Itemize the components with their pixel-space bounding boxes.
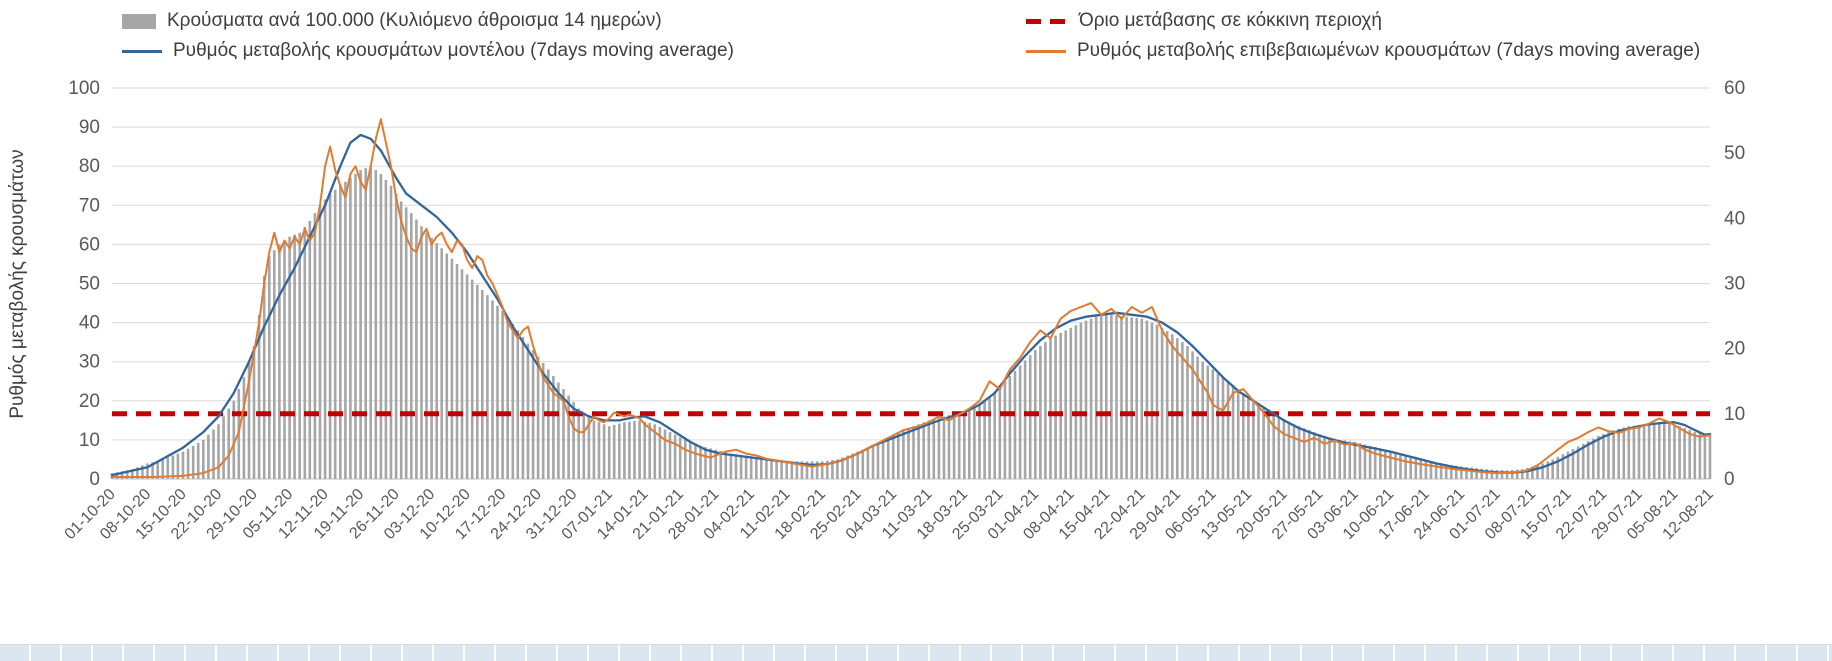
confirmed-line-swatch-icon <box>1026 49 1066 53</box>
chart-plot: 0 10 20 30 40 50 60 70 80 90 100 0 10 20 30 40 50 60 01-10… <box>62 78 1746 543</box>
right-axis-labels: 0 10 20 30 40 50 60 <box>1724 78 1745 490</box>
svg-text:40: 40 <box>1724 208 1745 229</box>
threshold-dashed-line-swatch-icon <box>1026 18 1068 24</box>
legend-label-red-zone-threshold: Όριο μετάβασης σε κόκκινη περιοχή <box>1079 10 1382 31</box>
legend-item-cases-per-100k: Κρούσματα ανά 100.000 (Κυλιόμενο άθροισμ… <box>122 8 662 34</box>
svg-text:90: 90 <box>79 117 100 138</box>
legend-label-cases-per-100k: Κρούσματα ανά 100.000 (Κυλιόμενο άθροισμ… <box>167 10 662 31</box>
svg-text:100: 100 <box>68 78 100 99</box>
gridlines <box>112 87 1710 480</box>
svg-text:20: 20 <box>79 391 100 412</box>
svg-text:70: 70 <box>79 195 100 216</box>
legend-label-model-rate: Ρυθμός μεταβολής κρουσμάτων μοντέλου (7d… <box>173 40 734 61</box>
bar-series-swatch-icon <box>122 13 156 29</box>
model-line-swatch-icon <box>122 49 162 53</box>
legend-item-model-rate: Ρυθμός μεταβολής κρουσμάτων μοντέλου (7d… <box>122 38 734 64</box>
svg-text:0: 0 <box>89 469 100 490</box>
svg-text:30: 30 <box>1724 274 1745 295</box>
legend-item-confirmed-rate: Ρυθμός μεταβολής επιβεβαιωμένων κρουσμάτ… <box>1026 38 1700 64</box>
svg-text:50: 50 <box>79 274 100 295</box>
svg-text:0: 0 <box>1724 469 1735 490</box>
svg-text:40: 40 <box>79 313 100 334</box>
svg-text:60: 60 <box>1724 78 1745 99</box>
x-axis-labels: 01-10-2008-10-2015-10-2022-10-2029-10-20… <box>62 486 1717 543</box>
bars-series <box>110 166 1712 480</box>
svg-text:60: 60 <box>79 234 100 255</box>
svg-text:50: 50 <box>1724 143 1745 164</box>
legend-label-confirmed-rate: Ρυθμός μεταβολής επιβεβαιωμένων κρουσμάτ… <box>1077 40 1701 61</box>
spreadsheet-cells-row[interactable] <box>0 644 1832 661</box>
legend-item-red-zone-threshold: Όριο μετάβασης σε κόκκινη περιοχή <box>1026 8 1382 34</box>
svg-text:80: 80 <box>79 156 100 177</box>
svg-text:10: 10 <box>1724 404 1745 425</box>
model-line <box>110 133 1712 477</box>
left-axis-labels: 0 10 20 30 40 50 60 70 80 90 100 <box>68 78 100 490</box>
svg-text:20: 20 <box>1724 339 1745 360</box>
svg-text:30: 30 <box>79 352 100 373</box>
svg-text:10: 10 <box>79 430 100 451</box>
confirmed-line <box>111 118 1711 478</box>
